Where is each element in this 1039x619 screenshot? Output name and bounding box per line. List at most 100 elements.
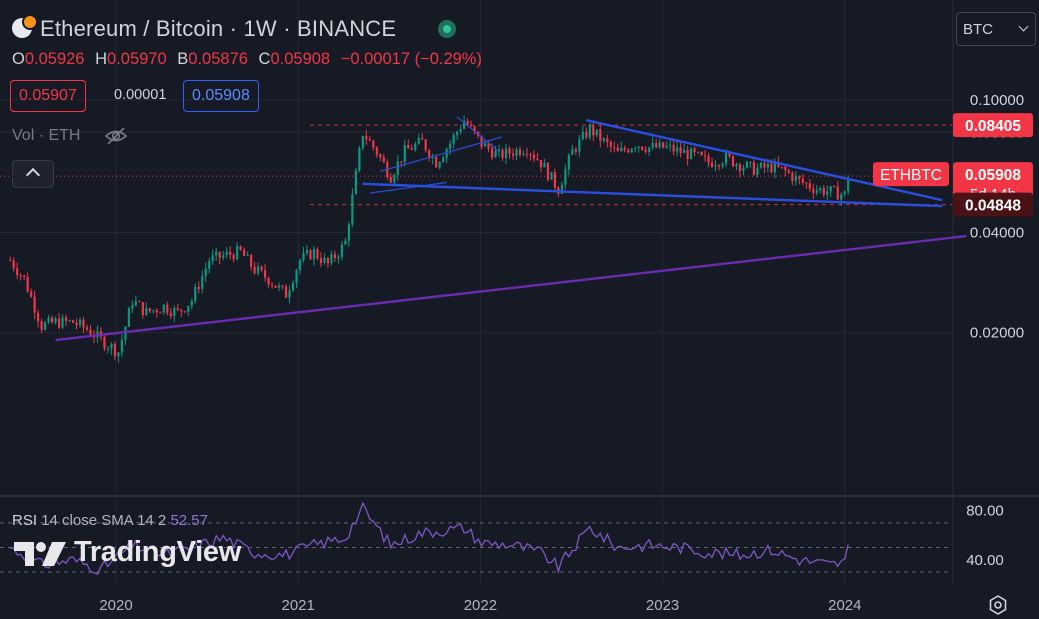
candle-body bbox=[609, 142, 612, 147]
candle-body bbox=[340, 244, 344, 257]
rsi-value: 52.57 bbox=[170, 512, 208, 529]
sell-button[interactable]: 0.05907 bbox=[10, 80, 86, 112]
candle-body bbox=[581, 131, 584, 139]
candle-body bbox=[162, 304, 165, 313]
rsi-legend[interactable]: RSI 14 close SMA 14 2 52.57 bbox=[12, 512, 208, 529]
candle-body bbox=[843, 191, 846, 195]
candle-body bbox=[68, 320, 71, 322]
x-axis: 2020 2021 2022 2023 2024 bbox=[99, 597, 861, 614]
candle-body bbox=[546, 163, 550, 180]
y-tick-label: 0.10000 bbox=[970, 92, 1024, 109]
candle-body bbox=[375, 147, 378, 155]
volume-label[interactable]: Vol · ETH bbox=[12, 127, 81, 144]
candle-body bbox=[225, 251, 228, 256]
candle-body bbox=[250, 254, 253, 267]
candle-body bbox=[389, 177, 392, 183]
candle-body bbox=[400, 161, 403, 163]
candle-body bbox=[236, 246, 239, 260]
candle-body bbox=[773, 162, 776, 173]
candle-body bbox=[539, 160, 543, 168]
candle-body bbox=[54, 318, 57, 323]
candle-body bbox=[277, 285, 281, 288]
candle-body bbox=[428, 150, 431, 159]
candle-body bbox=[822, 188, 825, 195]
candle-body bbox=[602, 138, 605, 141]
candle-body bbox=[201, 276, 204, 290]
open-key: O bbox=[12, 50, 25, 68]
candle-body bbox=[532, 154, 536, 159]
candle-body bbox=[564, 169, 567, 185]
candle-body bbox=[298, 260, 302, 271]
candle-body bbox=[410, 148, 413, 150]
candle-body bbox=[784, 166, 787, 171]
candle-body bbox=[627, 149, 630, 153]
candle-body bbox=[494, 150, 497, 158]
tradingview-wordmark: TradingView bbox=[74, 536, 241, 568]
high-value: 0.05970 bbox=[107, 50, 167, 68]
candle-body bbox=[407, 145, 410, 149]
candle-body bbox=[78, 319, 82, 326]
candle-body bbox=[567, 154, 570, 170]
candle-body bbox=[372, 140, 375, 148]
candle-body bbox=[791, 172, 794, 182]
candle-body bbox=[71, 320, 75, 323]
candle-body bbox=[187, 305, 190, 312]
y-tick-label: 0.02000 bbox=[970, 325, 1024, 342]
candle-body bbox=[553, 172, 557, 188]
candle-body bbox=[637, 146, 640, 148]
candle-body bbox=[714, 165, 717, 167]
candle-body bbox=[166, 304, 169, 313]
candle-body bbox=[222, 255, 225, 258]
candle-body bbox=[536, 158, 539, 161]
candle-body bbox=[361, 135, 364, 148]
candle-body bbox=[106, 348, 110, 350]
candle-body bbox=[717, 165, 721, 167]
candle-body bbox=[47, 317, 50, 323]
candle-body bbox=[284, 286, 288, 298]
candle-body bbox=[148, 308, 151, 312]
collapse-legend-button[interactable] bbox=[12, 160, 54, 188]
candle-body bbox=[459, 128, 462, 132]
candle-body bbox=[672, 144, 675, 152]
candle-body bbox=[239, 246, 242, 250]
candle-body bbox=[571, 149, 574, 155]
candle-body bbox=[801, 178, 804, 183]
symbol-label: ETHBTC bbox=[880, 167, 942, 184]
candle-body bbox=[37, 312, 40, 322]
candle-body bbox=[260, 266, 263, 271]
candle-body bbox=[176, 307, 179, 310]
candle-body bbox=[326, 257, 330, 264]
candle-body bbox=[724, 152, 728, 164]
candle-body bbox=[616, 147, 619, 152]
settings-icon[interactable] bbox=[987, 594, 1009, 616]
candle-body bbox=[487, 143, 490, 149]
candle-body bbox=[120, 339, 124, 353]
price-label-box bbox=[953, 113, 1033, 138]
candle-body bbox=[208, 261, 211, 269]
candle-body bbox=[819, 188, 822, 191]
currency-selector[interactable]: BTC bbox=[956, 12, 1036, 46]
candle-body bbox=[403, 145, 406, 162]
candle-body bbox=[85, 327, 89, 330]
candle-body bbox=[833, 186, 836, 188]
candle-body bbox=[442, 157, 445, 163]
rsi-tick-label: 80.00 bbox=[966, 503, 1004, 520]
candle-body bbox=[763, 162, 766, 168]
candle-body bbox=[138, 301, 141, 303]
eye-off-icon[interactable] bbox=[104, 126, 128, 146]
candle-body bbox=[665, 145, 668, 148]
buy-button[interactable]: 0.05908 bbox=[183, 80, 259, 112]
market-open-icon[interactable] bbox=[438, 20, 456, 38]
candle-body bbox=[396, 161, 399, 176]
candle-body bbox=[218, 251, 221, 258]
candle-body bbox=[141, 302, 144, 315]
candle-body bbox=[812, 188, 815, 193]
candle-body bbox=[515, 149, 518, 156]
candle-body bbox=[752, 161, 756, 175]
candle-body bbox=[344, 240, 347, 245]
chart-title[interactable]: Ethereum / Bitcoin · 1W · BINANCE bbox=[40, 16, 397, 41]
candle-body bbox=[30, 291, 33, 297]
symbol-label-box bbox=[873, 162, 949, 187]
